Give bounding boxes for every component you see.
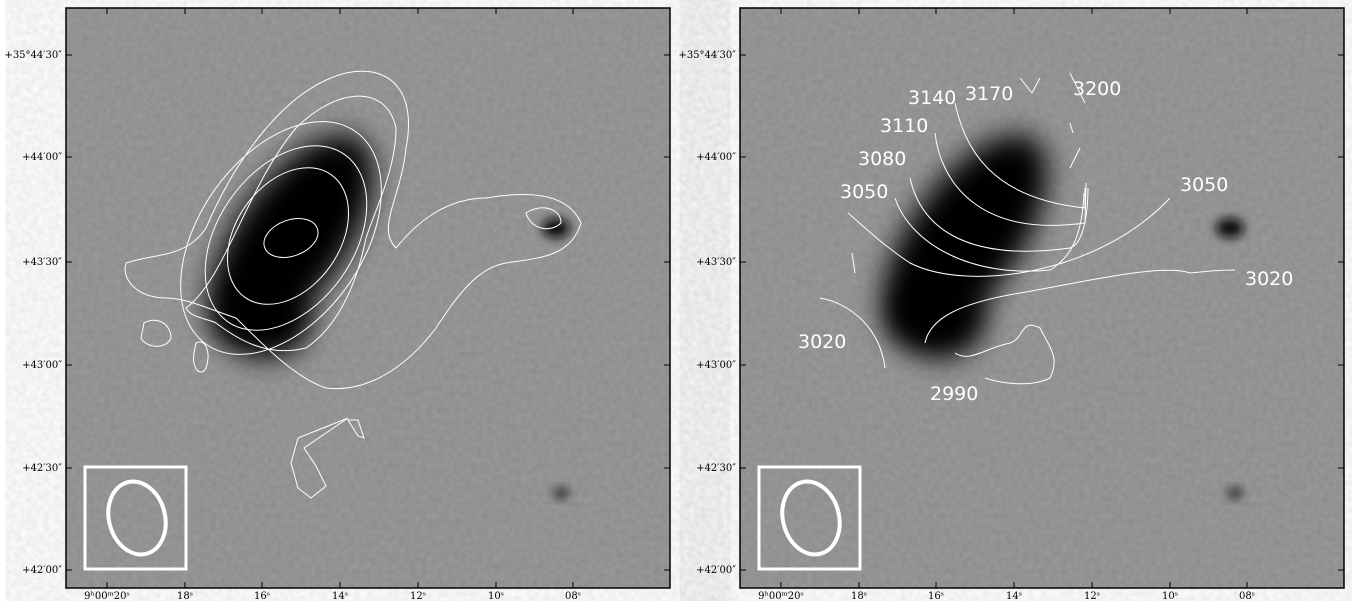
- y-tick-label: +42′30″: [22, 463, 62, 474]
- right-panel: 3140 3170 3200 3110 3080 3050 3050 3020 3020 2990: [740, 8, 1344, 588]
- x-tick-label: 18ˢ: [177, 591, 193, 601]
- image: [66, 8, 670, 588]
- y-tick-label: +35°44′30″: [678, 50, 736, 61]
- figure: 3140 3170 3200 3110 3080 3050 3050 3020 3020 2990…: [0, 0, 1352, 601]
- y-tick-label: +43′00″: [22, 360, 62, 371]
- contour-label: 3050: [840, 181, 888, 203]
- y-tick-label: +44′00″: [22, 152, 62, 163]
- contour-label: 3080: [858, 148, 906, 170]
- x-tick-label: 10ˢ: [1162, 591, 1178, 601]
- x-tick-label: 9ʰ00ᵐ20ˢ: [758, 591, 804, 601]
- contour-label: 3020: [798, 331, 846, 353]
- x-tick-label: 10ˢ: [488, 591, 504, 601]
- x-tick-label: 08ˢ: [565, 591, 581, 601]
- y-tick-label: +44′00″: [696, 152, 736, 163]
- x-tick-label: 16ˢ: [928, 591, 944, 601]
- y-tick-label: +42′00″: [696, 565, 736, 576]
- contour-label: 3200: [1073, 78, 1121, 100]
- y-tick-label: +43′30″: [22, 257, 62, 268]
- x-tick-label: 16ˢ: [254, 591, 270, 601]
- y-tick-label: +35°44′30″: [4, 50, 62, 61]
- y-tick-label: +42′30″: [696, 463, 736, 474]
- y-tick-label: +43′30″: [696, 257, 736, 268]
- contour-label: 3050: [1180, 174, 1228, 196]
- x-tick-label: 14ˢ: [332, 591, 348, 601]
- contour-label: 3140: [908, 87, 956, 109]
- x-tick-label: 12ˢ: [1084, 591, 1100, 601]
- contour-label: 3110: [880, 115, 928, 137]
- y-tick-label: +42′00″: [22, 565, 62, 576]
- left-panel: [66, 8, 670, 588]
- x-tick-label: 14ˢ: [1006, 591, 1022, 601]
- contour-label: 3170: [965, 83, 1013, 105]
- x-tick-label: 08ˢ: [1239, 591, 1255, 601]
- x-tick-label: 9ʰ00ᵐ20ˢ: [84, 591, 130, 601]
- x-tick-label: 18ˢ: [851, 591, 867, 601]
- contour-label: 2990: [930, 383, 978, 405]
- contour-label: 3020: [1245, 268, 1293, 290]
- image: [740, 8, 1344, 588]
- x-tick-label: 12ˢ: [410, 591, 426, 601]
- y-tick-label: +43′00″: [696, 360, 736, 371]
